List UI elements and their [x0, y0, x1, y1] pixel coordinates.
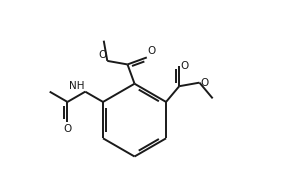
Text: NH: NH: [69, 81, 84, 91]
Text: O: O: [180, 61, 188, 71]
Text: O: O: [98, 50, 106, 60]
Text: O: O: [63, 124, 72, 134]
Text: O: O: [148, 46, 156, 56]
Text: O: O: [201, 78, 209, 88]
